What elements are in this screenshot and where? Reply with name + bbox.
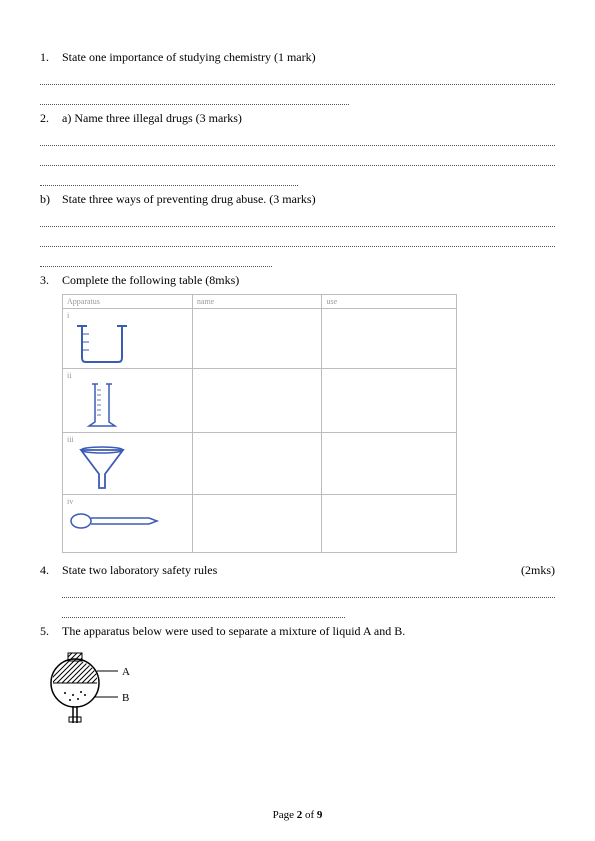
page-footer: Page 2 of 9 [0,809,595,821]
q4-text: State two laboratory safety rules [62,563,217,578]
q1-line: 1. State one importance of studying chem… [40,50,555,65]
q5-number: 5. [40,624,62,639]
footer-prefix: Page [273,809,297,821]
q2b-text: State three ways of preventing drug abus… [62,192,555,207]
question-3: 3. Complete the following table (8mks) A… [40,273,555,553]
q2b-line: b) State three ways of preventing drug a… [40,192,555,207]
answer-line [40,233,555,247]
answer-line [40,91,349,105]
answer-line [40,253,272,267]
dropper-icon [67,506,167,536]
cell-apparatus-4: iv [63,495,193,553]
footer-mid: of [302,809,317,821]
q1-text: State one importance of studying chemist… [62,50,555,65]
q3-line: 3. Complete the following table (8mks) [40,273,555,288]
q4-number: 4. [40,563,62,578]
answer-line [40,152,555,166]
row-label-3: iii [67,435,74,444]
row-label-4: iv [67,497,73,506]
answer-line [40,172,298,186]
q2b-label: b) [40,192,62,207]
answer-line [62,584,555,598]
q3-number: 3. [40,273,62,288]
separating-funnel-diagram: A B [40,645,160,735]
cell-use-3 [322,433,457,495]
question-4: 4. State two laboratory safety rules (2m… [40,563,555,618]
q2a-line: 2. a) Name three illegal drugs (3 marks) [40,111,555,126]
th-name: name [192,295,322,309]
footer-total: 9 [317,809,323,821]
q1-number: 1. [40,50,62,65]
table-row: i [63,309,457,369]
apparatus-table: Apparatus name use i ii [62,294,457,553]
answer-line [62,604,345,618]
th-use: use [322,295,457,309]
cell-apparatus-1: i [63,309,193,369]
cell-use-2 [322,369,457,433]
table-row: iii [63,433,457,495]
table-header-row: Apparatus name use [63,295,457,309]
q3-text: Complete the following table (8mks) [62,273,555,288]
cell-name-1 [192,309,322,369]
label-b: B [122,692,129,704]
cell-name-2 [192,369,322,433]
q2a-text: a) Name three illegal drugs (3 marks) [62,111,555,126]
cell-name-3 [192,433,322,495]
cell-apparatus-3: iii [63,433,193,495]
cell-name-4 [192,495,322,553]
question-5: 5. The apparatus below were used to sepa… [40,624,555,739]
th-apparatus: Apparatus [63,295,193,309]
table-row: ii [63,369,457,433]
cell-use-4 [322,495,457,553]
q4-line: 4. State two laboratory safety rules (2m… [40,563,555,578]
cell-apparatus-2: ii [63,369,193,433]
row-label-2: ii [67,371,71,380]
q5-line: 5. The apparatus below were used to sepa… [40,624,555,639]
answer-line [40,71,555,85]
question-2a: 2. a) Name three illegal drugs (3 marks) [40,111,555,186]
beaker-icon [67,320,137,366]
cell-use-1 [322,309,457,369]
table-row: iv [63,495,457,553]
question-1: 1. State one importance of studying chem… [40,50,555,105]
q5-text: The apparatus below were used to separat… [62,624,555,639]
row-label-1: i [67,311,69,320]
answer-line [40,213,555,227]
answer-line [40,132,555,146]
q2a-number: 2. [40,111,62,126]
q4-marks: (2mks) [521,563,555,578]
label-a: A [122,666,130,678]
funnel-icon [67,444,137,492]
measuring-cylinder-icon [67,380,137,430]
question-2b: b) State three ways of preventing drug a… [40,192,555,267]
